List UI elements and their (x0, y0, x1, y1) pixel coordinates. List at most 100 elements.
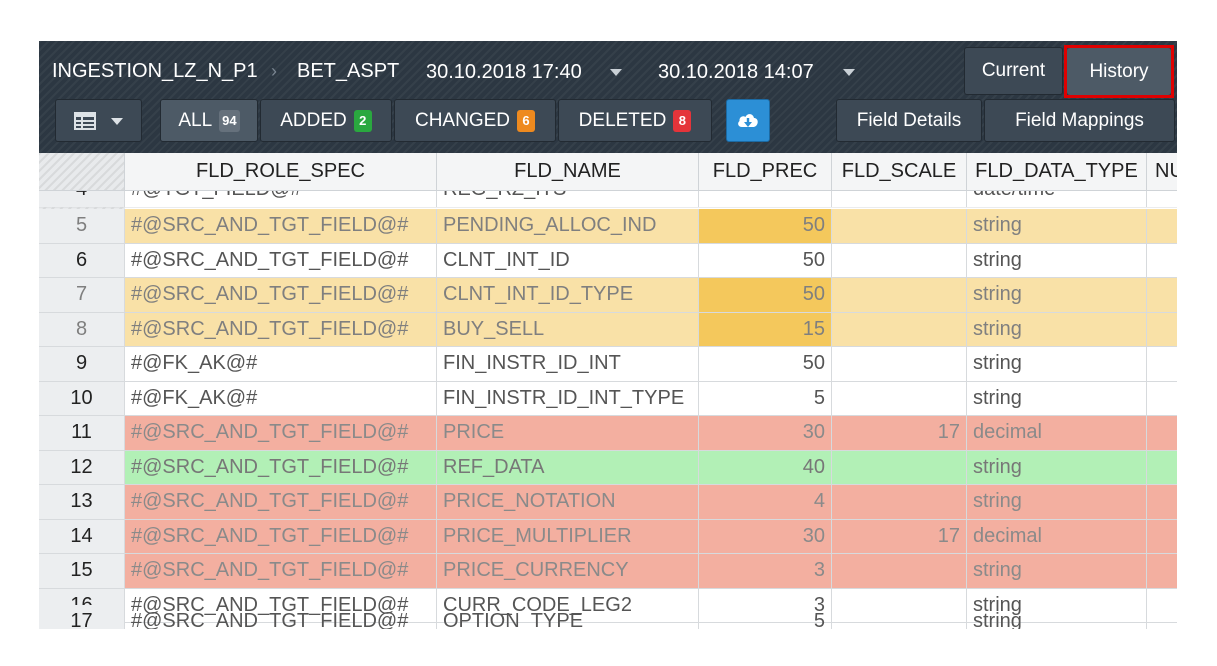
cell-nullable (1147, 450, 1177, 485)
table-row[interactable]: 6 #@SRC_AND_TGT_FIELD@# CLNT_INT_ID 50 strin… (39, 243, 1177, 278)
filter-all-label: ALL (178, 109, 213, 131)
cell-name: REF_DATA (437, 450, 699, 485)
cell-scale (832, 554, 967, 589)
table-row[interactable]: 8 #@SRC_AND_TGT_FIELD@# BUY_SELL 15 string (39, 312, 1177, 347)
table-row[interactable]: 17 #@SRC_AND_TGT_FIELD@# OPTION_TYPE 5 s… (39, 605, 1177, 629)
cell-data-type: string (967, 243, 1147, 278)
cell-name: OPTION_TYPE (437, 605, 699, 629)
table-row[interactable]: 15 #@SRC_AND_TGT_FIELD@# PRICE_CURRENCY 3 st… (39, 554, 1177, 589)
table-row[interactable]: 12 #@SRC_AND_TGT_FIELD@# REF_DATA 40 string (39, 450, 1177, 485)
row-index: 10 (39, 381, 125, 416)
cell-role-spec: #@FK_AK@# (125, 381, 437, 416)
cell-name: FIN_INSTR_ID_INT_TYPE (437, 381, 699, 416)
column-header-prec[interactable]: FLD_PREC (699, 153, 832, 191)
table-row[interactable]: 14 #@SRC_AND_TGT_FIELD@# PRICE_MULTIPLIER 3… (39, 519, 1177, 554)
breadcrumb-source[interactable]: INGESTION_LZ_N_P1 (52, 60, 258, 82)
cell-scale (832, 278, 967, 313)
cell-nullable (1147, 554, 1177, 589)
cell-role-spec: #@FK_AK@# (125, 347, 437, 382)
cell-prec: 40 (699, 450, 832, 485)
cell-prec: 50 (699, 278, 832, 313)
row-index: 11 (39, 416, 125, 451)
cell-scale (832, 190, 967, 208)
filter-deleted-label: DELETED (578, 109, 667, 131)
row-index: 5 (39, 209, 125, 244)
cell-role-spec: #@SRC_AND_TGT_FIELD@# (125, 605, 437, 629)
column-header-data-type[interactable]: FLD_DATA_TYPE (967, 153, 1147, 191)
table-row[interactable]: 11 #@SRC_AND_TGT_FIELD@# PRICE 30 17 decimal (39, 416, 1177, 451)
cell-scale: 17 (832, 416, 967, 451)
cell-name: PENDING_ALLOC_IND (437, 209, 699, 244)
schema-history-panel: INGESTION_LZ_N_P1 › BET_ASPT 30.10.2018 … (39, 41, 1177, 629)
cell-name: REG_RZ_ITS (437, 190, 699, 208)
cell-scale: 17 (832, 519, 967, 554)
cell-prec: 3 (699, 554, 832, 589)
filter-deleted-button[interactable]: DELETED 8 (558, 99, 712, 142)
corner-cell (39, 153, 125, 191)
table-row[interactable]: 13 #@SRC_AND_TGT_FIELD@# PRICE_NOTATION 4 st… (39, 485, 1177, 520)
table-row[interactable]: 7 #@SRC_AND_TGT_FIELD@# CLNT_INT_ID_TYPE 50… (39, 278, 1177, 313)
cell-name: CLNT_INT_ID_TYPE (437, 278, 699, 313)
column-header-name[interactable]: FLD_NAME (437, 153, 699, 191)
cell-name: PRICE (437, 416, 699, 451)
cell-prec (699, 190, 832, 208)
table-row[interactable]: 9 #@FK_AK@# FIN_INSTR_ID_INT 50 string (39, 347, 1177, 382)
cell-prec: 5 (699, 381, 832, 416)
history-button[interactable]: History (1067, 48, 1171, 95)
cell-scale (832, 347, 967, 382)
download-button[interactable] (726, 99, 770, 142)
filter-added-button[interactable]: ADDED 2 (260, 99, 392, 142)
row-index: 7 (39, 278, 125, 313)
cell-scale (832, 243, 967, 278)
column-header-nullable[interactable]: NU (1147, 153, 1177, 191)
cell-nullable (1147, 519, 1177, 554)
cell-nullable (1147, 278, 1177, 313)
filter-changed-count: 6 (517, 109, 535, 132)
column-header-scale[interactable]: FLD_SCALE (832, 153, 967, 191)
filter-changed-button[interactable]: CHANGED 6 (394, 99, 556, 142)
cell-data-type: date/time (967, 190, 1147, 208)
cell-nullable (1147, 416, 1177, 451)
breadcrumb-object[interactable]: BET_ASPT (297, 60, 400, 82)
cell-role-spec: #@SRC_AND_TGT_FIELD@# (125, 450, 437, 485)
cell-prec: 30 (699, 519, 832, 554)
cell-data-type: string (967, 347, 1147, 382)
row-index: 4 (39, 190, 125, 208)
row-index: 6 (39, 243, 125, 278)
table-row[interactable]: 10 #@FK_AK@# FIN_INSTR_ID_INT_TYPE 5 string (39, 381, 1177, 416)
date-to-selector[interactable]: 30.10.2018 14:07 (658, 61, 814, 83)
field-details-button[interactable]: Field Details (836, 99, 982, 142)
cell-name: CLNT_INT_ID (437, 243, 699, 278)
cell-prec: 15 (699, 312, 832, 347)
table-row[interactable]: 5 #@SRC_AND_TGT_FIELD@# PENDING_ALLOC_IND 5… (39, 209, 1177, 244)
cell-nullable (1147, 347, 1177, 382)
cell-data-type: string (967, 381, 1147, 416)
cell-name: PRICE_MULTIPLIER (437, 519, 699, 554)
cell-scale (832, 381, 967, 416)
row-index: 17 (39, 605, 125, 629)
cell-nullable (1147, 382, 1177, 416)
cell-nullable (1147, 605, 1177, 629)
grid-view-menu-button[interactable] (55, 99, 142, 142)
row-index: 9 (39, 347, 125, 382)
date-from-selector[interactable]: 30.10.2018 17:40 (426, 61, 582, 83)
cell-data-type: string (967, 605, 1147, 629)
column-header-role-spec[interactable]: FLD_ROLE_SPEC (125, 153, 437, 191)
cell-prec: 50 (699, 243, 832, 278)
cell-role-spec: #@SRC_AND_TGT_FIELD@# (125, 278, 437, 313)
row-index: 15 (39, 554, 125, 589)
breadcrumb-separator-icon: › (271, 61, 277, 81)
cell-prec: 5 (699, 605, 832, 629)
cell-scale (832, 485, 967, 520)
filter-deleted-count: 8 (673, 109, 692, 132)
cell-prec: 30 (699, 416, 832, 451)
cell-role-spec: #@SRC_AND_TGT_FIELD@# (125, 243, 437, 278)
cell-data-type: string (967, 554, 1147, 589)
table-row[interactable]: 4 #@TGT_FIELD@# REG_RZ_ITS date/time (39, 190, 1177, 208)
field-mappings-button[interactable]: Field Mappings (984, 99, 1175, 142)
cell-prec: 50 (699, 209, 832, 244)
cell-role-spec: #@SRC_AND_TGT_FIELD@# (125, 416, 437, 451)
current-button[interactable]: Current (964, 47, 1063, 95)
cell-nullable (1147, 191, 1177, 208)
filter-all-button[interactable]: ALL 94 (160, 99, 258, 142)
